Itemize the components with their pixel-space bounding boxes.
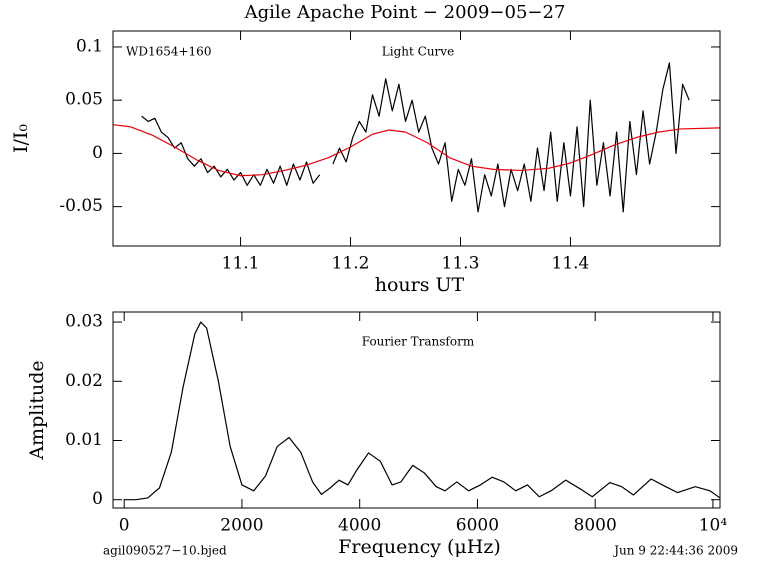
y-tick-label: 0: [92, 489, 103, 509]
annotation: WD1654+160: [126, 45, 211, 59]
y-tick-label: 0.05: [65, 90, 103, 110]
footer-right: Jun 9 22:44:36 2009: [612, 544, 738, 558]
y-tick-label: 0.01: [65, 430, 103, 450]
x-tick-label: 6000: [456, 516, 499, 536]
y-tick-label: -0.05: [59, 196, 103, 216]
x-tick-label: 8000: [574, 516, 617, 536]
annotation: Fourier Transform: [362, 335, 475, 349]
x-tick-label: 11.3: [442, 254, 480, 274]
y-tick-label: 0.03: [65, 312, 103, 332]
x-tick-label: 11.1: [222, 254, 260, 274]
annotation: Light Curve: [382, 45, 454, 59]
data-line: [141, 62, 690, 213]
y-axis-label: I/I₀: [10, 124, 32, 153]
x-axis-label: Frequency (μHz): [338, 536, 501, 558]
data-line: [124, 321, 721, 501]
x-tick-label: 11.4: [552, 254, 590, 274]
x-tick-label: 0: [119, 516, 130, 536]
data-line: [112, 124, 721, 177]
y-tick-label: 0.1: [76, 36, 103, 56]
y-axis-label: Amplitude: [26, 360, 48, 460]
x-tick-label: 10⁴: [699, 516, 728, 536]
y-tick-label: 0.02: [65, 371, 103, 391]
x-axis-label: hours UT: [375, 274, 465, 296]
x-tick-label: 2000: [220, 516, 263, 536]
plot-frame: [112, 311, 721, 509]
x-tick-label: 11.2: [332, 254, 370, 274]
plot-frame: [112, 30, 721, 247]
y-tick-label: 0: [92, 143, 103, 163]
x-tick-label: 4000: [338, 516, 381, 536]
footer-left: agil090527−10.bjed: [103, 544, 227, 558]
chart-title: Agile Apache Point − 2009−05−27: [244, 2, 566, 23]
